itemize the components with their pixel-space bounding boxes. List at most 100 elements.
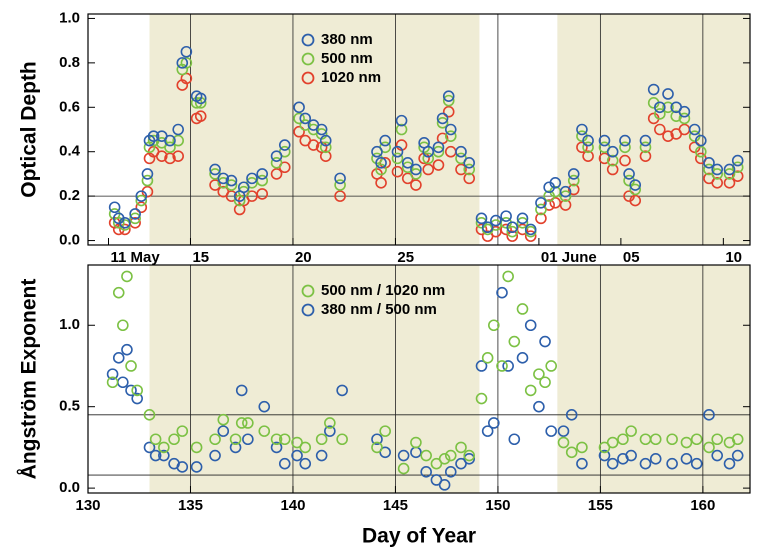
data-point xyxy=(690,433,703,446)
data-point xyxy=(410,168,422,180)
data-point xyxy=(703,441,715,454)
data-point xyxy=(463,163,476,176)
data-point xyxy=(299,112,312,125)
data-point xyxy=(135,190,148,202)
data-point xyxy=(496,286,508,299)
data-point xyxy=(455,163,467,176)
data-point xyxy=(217,425,230,437)
data-point xyxy=(475,360,488,372)
data-point xyxy=(506,225,519,238)
data-point xyxy=(119,216,131,229)
data-point xyxy=(430,474,443,486)
data-point xyxy=(625,449,637,462)
data-point xyxy=(420,466,432,478)
data-point xyxy=(229,441,242,454)
plot-frame xyxy=(87,264,751,494)
data-point xyxy=(319,150,332,162)
data-point xyxy=(194,92,207,105)
panel xyxy=(88,265,750,493)
data-point xyxy=(606,436,619,449)
data-point xyxy=(623,168,635,180)
legend-marker xyxy=(301,52,315,66)
data-point xyxy=(375,157,387,169)
data-point xyxy=(723,457,736,470)
data-point xyxy=(481,425,494,437)
data-point xyxy=(371,145,383,158)
x-tick-label: 130 xyxy=(75,497,100,514)
data-point xyxy=(567,168,580,180)
data-point xyxy=(246,172,258,185)
data-point xyxy=(463,172,476,185)
shaded-range xyxy=(557,14,750,245)
data-point xyxy=(539,335,551,348)
data-point xyxy=(666,433,678,446)
data-point xyxy=(436,112,449,125)
data-point xyxy=(270,433,283,446)
data-point xyxy=(108,201,121,214)
data-point xyxy=(455,441,467,454)
y-tick-label: 0.8 xyxy=(59,54,80,71)
data-point xyxy=(533,400,545,413)
data-point xyxy=(307,139,320,151)
data-point xyxy=(293,125,305,138)
x-tick-label: 25 xyxy=(397,249,414,266)
data-point xyxy=(695,134,707,147)
data-point xyxy=(649,452,662,465)
data-point xyxy=(500,223,512,236)
data-point xyxy=(209,449,221,462)
data-point xyxy=(258,400,271,413)
legend-label: 500 nm xyxy=(321,50,373,67)
data-point xyxy=(444,130,457,142)
data-point xyxy=(549,177,562,189)
data-point xyxy=(336,433,348,446)
data-point xyxy=(625,425,637,437)
data-point xyxy=(506,221,519,234)
legend-marker xyxy=(301,71,315,85)
data-point xyxy=(678,112,691,125)
data-point xyxy=(135,194,148,207)
data-point xyxy=(172,123,184,136)
legend-label: 500 nm / 1020 nm xyxy=(321,282,445,299)
data-point xyxy=(336,384,348,397)
data-point xyxy=(617,433,629,446)
data-point xyxy=(576,141,588,154)
data-point xyxy=(723,177,736,189)
data-point xyxy=(481,352,494,364)
x-tick-label: 150 xyxy=(485,497,510,514)
data-point xyxy=(391,165,404,178)
data-point xyxy=(711,163,724,176)
data-point xyxy=(662,101,674,114)
data-point xyxy=(391,152,404,165)
panel xyxy=(88,14,750,245)
data-point xyxy=(731,449,744,462)
data-point xyxy=(324,417,336,429)
data-point xyxy=(565,446,578,459)
data-point xyxy=(172,134,184,147)
data-point xyxy=(125,384,137,397)
data-point xyxy=(629,179,642,191)
data-point xyxy=(432,159,445,171)
plot-frame xyxy=(87,13,751,246)
data-point xyxy=(711,177,724,189)
data-point xyxy=(535,203,547,216)
data-point xyxy=(278,433,291,446)
data-point xyxy=(410,163,422,176)
data-point xyxy=(135,201,148,214)
data-point xyxy=(444,449,457,462)
data-point xyxy=(488,417,500,429)
data-point xyxy=(229,433,242,446)
data-point xyxy=(619,141,631,154)
data-point xyxy=(711,433,724,446)
y-tick-label: 0.0 xyxy=(59,479,80,496)
data-point xyxy=(438,452,451,465)
data-point xyxy=(235,384,248,397)
data-point xyxy=(647,83,660,96)
data-point xyxy=(436,117,449,129)
data-point xyxy=(576,457,588,470)
data-point xyxy=(567,183,580,196)
data-point xyxy=(112,216,125,229)
data-point xyxy=(258,425,271,437)
data-point xyxy=(237,181,250,194)
data-point xyxy=(190,461,203,473)
data-point xyxy=(209,433,221,446)
